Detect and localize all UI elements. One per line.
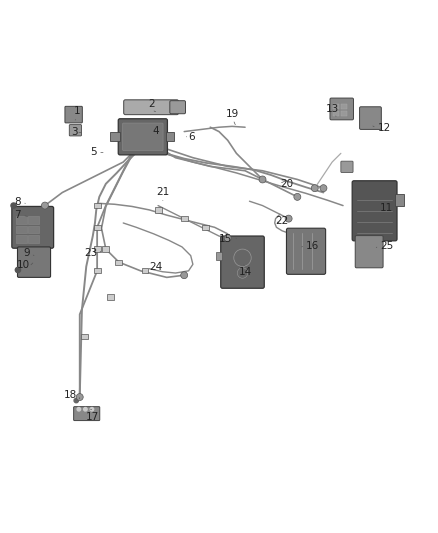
Text: 24: 24 [149, 262, 162, 272]
Bar [341, 111, 347, 116]
Circle shape [11, 203, 16, 208]
Text: 22: 22 [276, 216, 289, 226]
Text: 12: 12 [378, 123, 391, 133]
FancyBboxPatch shape [124, 100, 179, 115]
Bar [28, 235, 39, 243]
Bar [28, 216, 39, 224]
Bar [102, 246, 110, 252]
Text: 3: 3 [71, 127, 78, 138]
Text: 6: 6 [188, 132, 195, 142]
Circle shape [90, 408, 94, 411]
Bar [94, 225, 101, 230]
Text: 16: 16 [306, 240, 319, 251]
Bar [141, 268, 148, 273]
Text: 14: 14 [238, 268, 252, 277]
FancyBboxPatch shape [360, 107, 381, 130]
Circle shape [285, 215, 292, 222]
Circle shape [259, 176, 266, 183]
Bar [181, 216, 187, 221]
FancyBboxPatch shape [18, 247, 50, 277]
Bar [216, 252, 222, 260]
Bar [166, 133, 174, 141]
Circle shape [15, 268, 21, 272]
Text: 15: 15 [219, 234, 232, 244]
Circle shape [294, 193, 301, 200]
Text: 17: 17 [86, 413, 99, 422]
Bar [16, 235, 27, 243]
Bar [110, 133, 120, 141]
Circle shape [311, 184, 318, 192]
Bar [94, 268, 101, 273]
FancyBboxPatch shape [74, 407, 100, 421]
Bar [395, 194, 404, 206]
Bar [94, 203, 101, 208]
Circle shape [84, 408, 87, 411]
FancyBboxPatch shape [221, 236, 264, 288]
Bar [16, 216, 27, 224]
Bar [28, 225, 39, 233]
Text: 25: 25 [380, 240, 393, 251]
Text: 4: 4 [152, 126, 159, 136]
Circle shape [74, 398, 78, 403]
Bar [16, 225, 27, 233]
FancyBboxPatch shape [12, 206, 53, 248]
Text: 20: 20 [280, 179, 293, 189]
FancyBboxPatch shape [65, 107, 82, 123]
Text: 23: 23 [84, 248, 97, 259]
Text: 19: 19 [226, 109, 239, 118]
FancyBboxPatch shape [286, 228, 325, 274]
Bar [116, 260, 122, 265]
FancyBboxPatch shape [352, 181, 397, 241]
Bar [202, 225, 209, 230]
Bar [107, 294, 114, 300]
Text: 10: 10 [17, 260, 30, 270]
Bar [81, 334, 88, 339]
Circle shape [181, 272, 187, 279]
Text: 7: 7 [14, 210, 21, 220]
Bar [341, 104, 347, 109]
Text: 13: 13 [325, 104, 339, 114]
Text: 21: 21 [156, 187, 169, 197]
FancyBboxPatch shape [355, 236, 383, 268]
Bar [333, 111, 339, 116]
Text: 5: 5 [91, 148, 97, 157]
FancyBboxPatch shape [118, 119, 167, 155]
Text: 11: 11 [380, 203, 393, 213]
Circle shape [224, 235, 231, 241]
FancyBboxPatch shape [170, 101, 185, 114]
Bar [155, 207, 162, 213]
FancyBboxPatch shape [123, 123, 163, 150]
Circle shape [77, 408, 81, 411]
FancyBboxPatch shape [330, 98, 353, 120]
Circle shape [320, 184, 327, 192]
Text: 18: 18 [64, 390, 78, 400]
Text: 9: 9 [23, 248, 30, 259]
Text: 1: 1 [74, 107, 81, 116]
Bar [94, 246, 101, 252]
Bar [333, 104, 339, 109]
Circle shape [76, 393, 83, 400]
FancyBboxPatch shape [341, 161, 353, 173]
FancyBboxPatch shape [69, 125, 81, 136]
Text: 2: 2 [148, 99, 155, 109]
Text: 8: 8 [14, 197, 21, 207]
Circle shape [42, 202, 48, 209]
